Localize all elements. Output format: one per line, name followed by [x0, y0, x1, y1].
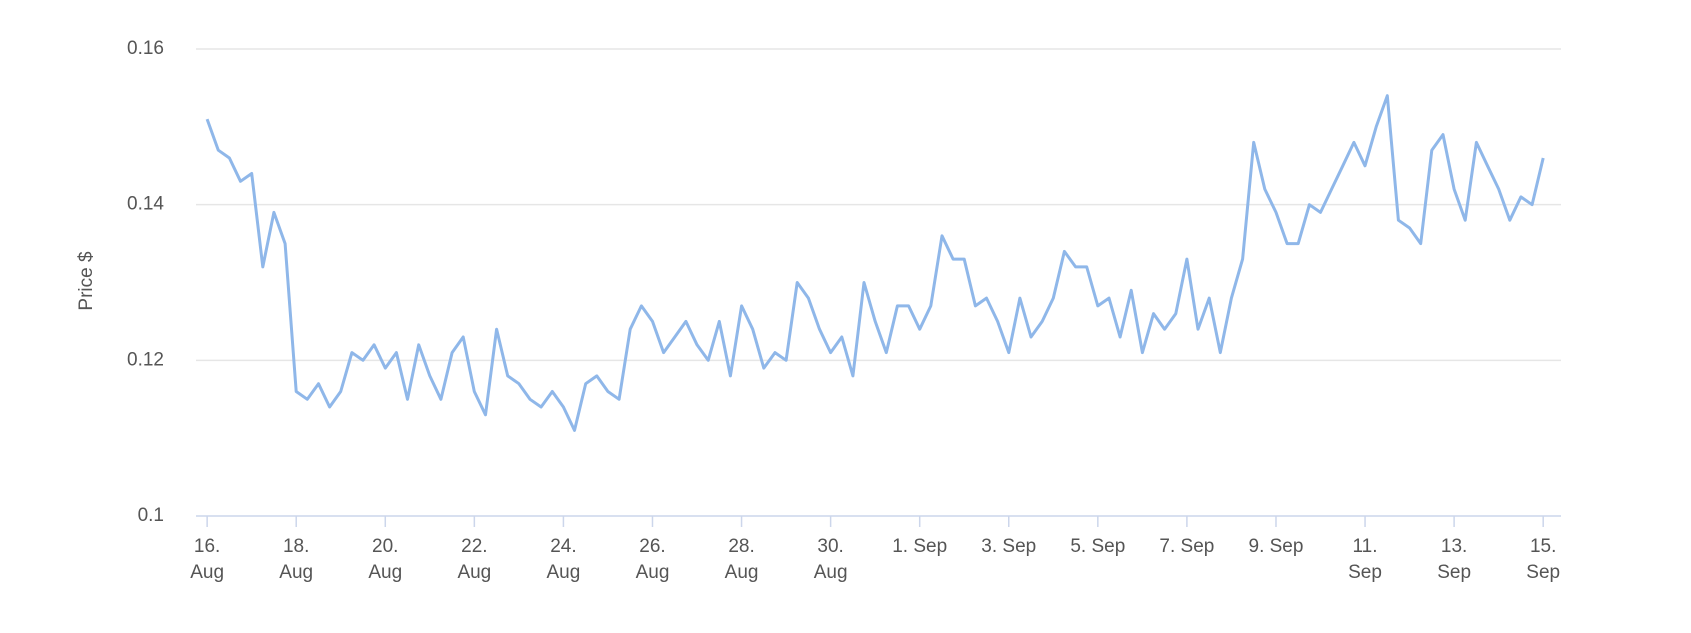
- x-tick-label: 22. Aug: [457, 536, 492, 583]
- x-tick-label: 11. Sep: [1348, 536, 1382, 583]
- x-tick-label: 16. Aug: [190, 536, 225, 583]
- x-tick-label: 5. Sep: [1070, 536, 1126, 557]
- x-tick-label: 30. Aug: [813, 536, 848, 583]
- y-axis-title: Price $: [76, 251, 97, 311]
- y-tick-label: 0.16: [127, 38, 164, 59]
- y-tick-label: 0.14: [127, 194, 164, 215]
- y-tick-label: 0.12: [127, 349, 164, 370]
- price-line: [205, 94, 1545, 432]
- x-tick-label: 1. Sep: [892, 536, 948, 557]
- x-tick-label: 3. Sep: [981, 536, 1037, 557]
- x-tick-label: 13. Sep: [1437, 536, 1472, 583]
- x-tick-label: 24. Aug: [546, 536, 581, 583]
- x-tick-label: 9. Sep: [1248, 536, 1304, 557]
- x-tick-label: 18. Aug: [279, 536, 314, 583]
- x-tick-label: 7. Sep: [1159, 536, 1215, 557]
- x-tick-label: 15. Sep: [1526, 536, 1561, 583]
- y-tick-label: 0.1: [138, 505, 164, 526]
- x-tick-label: 28. Aug: [724, 536, 759, 583]
- x-tick-label: 20. Aug: [368, 536, 403, 583]
- x-tick-label: 26. Aug: [635, 536, 670, 583]
